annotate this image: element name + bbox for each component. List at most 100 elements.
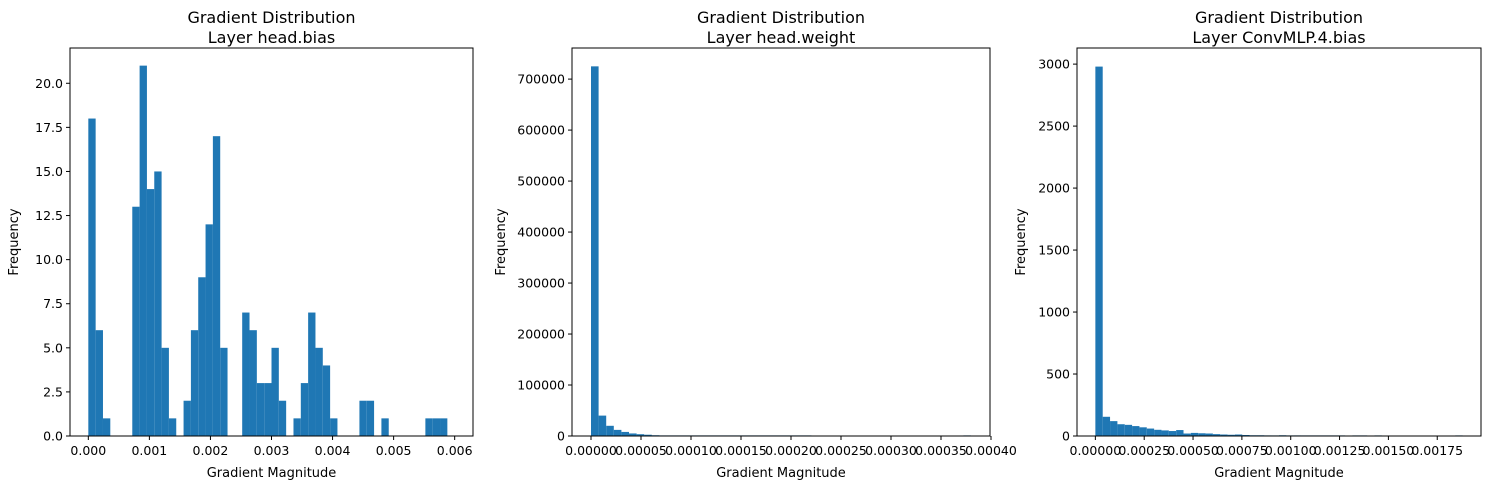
x-tick-label: 0.003: [254, 443, 290, 458]
y-tick-label: 600000: [517, 123, 565, 138]
histogram-bar: [591, 66, 599, 436]
histogram-bar: [293, 418, 301, 436]
histogram-bar: [190, 330, 199, 436]
histogram-bar: [1220, 434, 1228, 436]
x-tick-label: 0.00040: [965, 443, 1017, 458]
histogram-bar: [183, 400, 191, 436]
histogram-bar: [1117, 424, 1125, 436]
histogram-panel-1: 0.000 0.001 0.002 0.003 0.004 0.005 0.006 0.0 2.…: [7, 8, 474, 481]
y-tick-label: 5.0: [43, 340, 63, 355]
histogram-bar: [1212, 434, 1221, 436]
x-tick-label: 0.004: [315, 443, 351, 458]
x-tick-label: 0.00000: [565, 443, 617, 458]
histogram-bar: [88, 118, 96, 436]
y-tick-label: 15.0: [35, 164, 63, 179]
y-tick-label: 0: [557, 429, 565, 444]
chart-subtitle: Layer ConvMLP.4.bias: [1192, 28, 1365, 47]
x-tick-label: 0.00100: [1265, 443, 1317, 458]
y-tick-label: 500: [1046, 367, 1070, 382]
histogram-bar: [359, 400, 367, 436]
y-axis-label: Frequency: [494, 208, 509, 275]
histogram-bar: [154, 171, 162, 437]
histogram-bar: [1146, 428, 1155, 436]
histogram-bar: [1132, 426, 1140, 436]
y-tick-label: 17.5: [35, 120, 63, 135]
x-tick-label: 0.00000: [1070, 443, 1122, 458]
y-tick-label: 1000: [1038, 305, 1070, 320]
y-tick-label: 0: [1062, 429, 1070, 444]
x-tick-label: 0.00125: [1314, 443, 1366, 458]
x-tick-label: 0.00020: [765, 443, 817, 458]
x-tick-label: 0.000: [70, 443, 106, 458]
y-axis-label: Frequency: [7, 208, 22, 275]
histogram-bar: [1139, 427, 1147, 436]
histogram-bar: [1190, 432, 1199, 436]
y-tick-label: 700000: [517, 72, 565, 87]
chart-subtitle: Layer head.bias: [208, 28, 335, 47]
histogram-bar: [613, 429, 622, 436]
histogram-bar: [168, 418, 177, 436]
plot-frame: [1076, 47, 1482, 437]
y-tick-label: 0.0: [43, 429, 63, 444]
x-tick-label: 0.00175: [1411, 443, 1463, 458]
x-axis-label: Gradient Magnitude: [1214, 466, 1344, 481]
x-tick-label: 0.00025: [815, 443, 867, 458]
histogram-bar: [636, 434, 645, 436]
histogram-bar: [1198, 433, 1206, 436]
x-tick-label: 0.00010: [665, 443, 717, 458]
y-tick-label: 2500: [1038, 119, 1070, 134]
histogram-bar: [1176, 430, 1184, 436]
histogram-bar: [440, 418, 448, 436]
histogram-bar: [95, 330, 103, 436]
histogram-bar: [220, 347, 228, 436]
histogram-bar: [1161, 430, 1169, 436]
x-axis-label: Gradient Magnitude: [207, 466, 337, 481]
y-tick-label: 12.5: [35, 208, 63, 223]
x-tick-label: 0.00050: [1167, 443, 1219, 458]
histogram-bar: [132, 206, 140, 436]
y-tick-label: 3000: [1038, 57, 1070, 72]
histogram-bar: [102, 418, 111, 436]
histogram-bar: [621, 431, 629, 436]
histogram-bar: [146, 189, 155, 436]
plot-frame: [571, 47, 991, 437]
chart-title: Gradient Distribution: [697, 8, 865, 27]
histogram-bar: [278, 400, 287, 436]
y-axis-label: Frequency: [1014, 208, 1029, 275]
histogram-bar: [249, 330, 257, 436]
histogram-bar: [425, 418, 433, 436]
x-tick-label: 0.00005: [615, 443, 667, 458]
y-tick-label: 1500: [1038, 243, 1070, 258]
x-tick-label: 0.00030: [865, 443, 917, 458]
histogram-bar: [366, 400, 375, 436]
histogram-bar: [629, 433, 637, 436]
histogram-bar: [644, 434, 652, 436]
y-tick-label: 2.5: [43, 384, 63, 399]
histogram-bars: [1095, 66, 1463, 437]
histogram-bar: [432, 418, 441, 436]
histogram-bar: [1110, 421, 1118, 436]
histogram-bar: [1102, 416, 1111, 436]
y-tick-label: 500000: [517, 174, 565, 189]
histogram-bars: [88, 65, 448, 437]
x-tick-label: 0.005: [376, 443, 412, 458]
histogram-bar: [1168, 431, 1177, 436]
histogram-bar: [242, 312, 250, 436]
x-axis-label: Gradient Magnitude: [716, 466, 846, 481]
histogram-bar: [161, 347, 169, 436]
y-tick-label: 10.0: [35, 252, 63, 267]
histogram-bar: [1205, 433, 1213, 436]
histogram-panel-3: 0.000000.000250.000500.000750.001000.001…: [1014, 8, 1482, 481]
histogram-panel-2: 0.000000.000050.000100.000150.000200.000…: [494, 8, 1017, 481]
x-tick-label: 0.00025: [1118, 443, 1170, 458]
histogram-bar: [1124, 424, 1133, 436]
chart-subtitle: Layer head.weight: [707, 28, 856, 47]
histogram-bar: [1227, 434, 1235, 436]
histogram-bar: [271, 347, 279, 436]
y-tick-label: 20.0: [35, 76, 63, 91]
histogram-bar: [198, 277, 206, 436]
x-tick-label: 0.00075: [1216, 443, 1268, 458]
y-tick-label: 200000: [517, 327, 565, 342]
histogram-bar: [322, 365, 331, 436]
